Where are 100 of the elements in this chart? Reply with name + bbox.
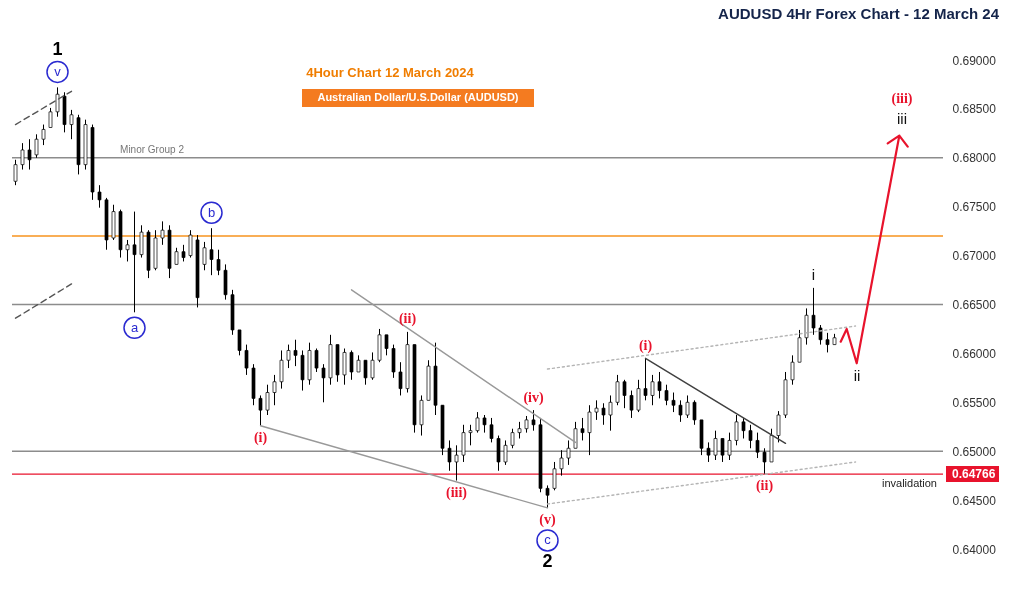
candlestick [475, 411, 480, 434]
annotation: 1 [52, 39, 63, 60]
annotation: c [544, 532, 552, 548]
y-tick-label: 0.65000 [952, 444, 997, 459]
candlestick [629, 390, 634, 419]
candlestick [811, 287, 816, 336]
candlestick [216, 249, 221, 276]
y-tick-label: 0.68500 [952, 102, 997, 117]
candlestick [650, 374, 655, 406]
candlestick [293, 339, 298, 367]
y-tick-label: 0.64766 [952, 467, 996, 482]
candlestick [48, 107, 53, 128]
annotation: (iii) [446, 485, 468, 502]
candlestick [286, 344, 291, 369]
candlestick [692, 399, 697, 426]
ref-line-label: Minor Group 2 [120, 143, 185, 155]
candlestick [734, 414, 739, 446]
annotation: (iii) [891, 91, 913, 107]
candlestick [580, 417, 585, 441]
candlestick [34, 133, 39, 159]
candlestick [573, 421, 578, 449]
candlestick [321, 363, 326, 403]
y-tick-label: 0.67500 [952, 200, 997, 215]
candlestick [622, 379, 627, 409]
candlestick [265, 384, 270, 416]
annotation: Australian Dollar/U.S.Dollar (AUDUSD) [317, 91, 519, 103]
candlestick [531, 409, 536, 432]
candlestick [20, 142, 25, 171]
candlestick [545, 484, 550, 509]
chart-title: AUDUSD 4Hr Forex Chart - 12 March 24 [718, 5, 1000, 23]
candlestick [615, 374, 620, 406]
candlestick [125, 239, 130, 262]
candlestick [398, 361, 403, 396]
candlestick [706, 441, 711, 463]
candlestick [97, 184, 102, 209]
candlestick [447, 439, 452, 472]
candlestick [636, 379, 641, 413]
candlestick [342, 348, 347, 386]
candlestick [132, 211, 137, 313]
candlestick [55, 86, 60, 118]
candlestick [209, 227, 214, 276]
candlestick [720, 437, 725, 463]
candlestick [454, 444, 459, 482]
candlestick [139, 224, 144, 259]
candlestick [384, 334, 389, 356]
ref-line-label: invalidation [881, 477, 937, 490]
candlestick [370, 351, 375, 381]
candlestick [608, 394, 613, 432]
y-tick-label: 0.64000 [952, 542, 997, 557]
y-tick-label: 0.64500 [952, 493, 997, 508]
candlestick [790, 354, 795, 386]
candlestick [160, 220, 165, 246]
candlestick [188, 229, 193, 259]
candlestick [762, 447, 767, 475]
candlestick [41, 124, 46, 146]
annotation: v [54, 63, 62, 79]
y-tick-label: 0.69000 [952, 53, 997, 68]
candlestick [279, 349, 284, 390]
candlestick [272, 374, 277, 406]
candlestick [664, 384, 669, 406]
candlestick [776, 410, 781, 443]
annotation: (ii) [755, 478, 774, 495]
candlestick [825, 332, 830, 353]
annotation: 2 [542, 550, 553, 571]
y-tick-label: 0.67000 [952, 249, 997, 264]
candlestick [587, 404, 592, 456]
candlestick [13, 159, 18, 186]
annotation: (v) [539, 512, 556, 529]
candlestick [748, 424, 753, 449]
candlestick [27, 138, 32, 171]
candlestick [559, 449, 564, 477]
candlestick [489, 417, 494, 443]
y-tick-label: 0.68000 [952, 151, 997, 166]
candlestick [503, 439, 508, 466]
candlestick [391, 344, 396, 379]
candlestick [258, 394, 263, 427]
annotation: a [130, 319, 139, 335]
candlestick [713, 430, 718, 461]
y-tick-label: 0.66000 [952, 346, 997, 361]
annotation: (i) [638, 337, 653, 354]
annotation: ii [853, 367, 861, 384]
candlestick [741, 417, 746, 439]
annotation: (ii) [398, 311, 417, 328]
candlestick [594, 399, 599, 421]
candlestick [755, 432, 760, 459]
candlestick [69, 109, 74, 140]
annotation: b [207, 204, 216, 220]
candlestick [804, 307, 809, 346]
candlestick [496, 435, 501, 472]
candlestick [510, 428, 515, 449]
annotation: iii [897, 110, 907, 127]
annotation: i [811, 266, 816, 284]
candlestick [349, 349, 354, 381]
candlestick [461, 424, 466, 463]
candlestick [643, 357, 648, 401]
candlestick [363, 359, 368, 386]
candlestick [468, 424, 473, 446]
annotation: (i) [253, 430, 268, 447]
candlestick [566, 439, 571, 466]
candlestick [601, 402, 606, 426]
